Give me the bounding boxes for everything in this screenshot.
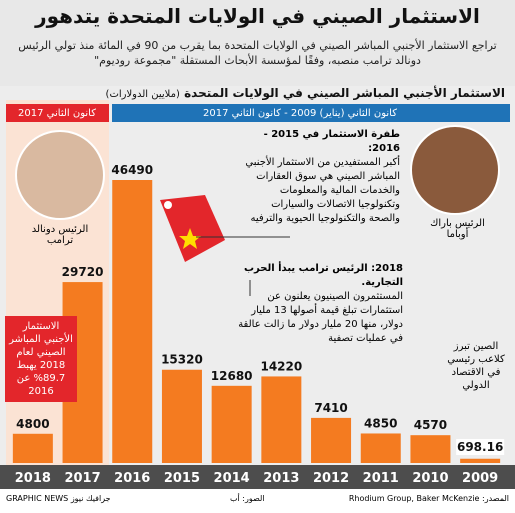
value-label: 15320	[161, 353, 203, 367]
tag-hole	[164, 201, 172, 209]
trump-label: الرئيس دونالد ترامب	[31, 224, 89, 246]
china-note: الصين تبرز كلاعب رئيسي في الاقتصاد الدول…	[447, 341, 505, 391]
period-label: كانون الثاني (يناير) 2009 - كانون الثاني…	[203, 108, 397, 119]
title: الاستثمار الصيني في الولايات المتحدة يتد…	[35, 4, 480, 28]
value-label: 4570	[414, 418, 447, 432]
unit-label: (ملايين الدولارات)	[105, 89, 180, 100]
bar	[211, 385, 252, 463]
year-row	[0, 465, 515, 489]
value-label: 14220	[260, 359, 302, 373]
annotation-title: طفرة الاستثمار في 2015 - 2016:	[263, 129, 400, 154]
bar	[161, 369, 202, 463]
source: المصدر: Rhodium Group, Baker McKenzie	[348, 494, 509, 503]
value-label: 4850	[364, 416, 397, 430]
credit: GRAPHIC NEWS جرافيك نيوز	[6, 494, 111, 503]
period-label: كانون الثاني 2017	[18, 108, 96, 119]
obama-photo	[410, 125, 500, 215]
value-label: 29720	[62, 265, 104, 279]
bar	[460, 458, 501, 463]
annotation-text: المستثمرون الصينيون يعلنون عن استثمارات …	[238, 291, 403, 344]
subtitle: تراجع الاستثمار الأجنبي المباشر الصيني ف…	[18, 39, 497, 67]
x-tick-label: 2017	[64, 471, 100, 486]
bar	[261, 376, 302, 463]
value-label: 46490	[111, 163, 153, 177]
value-label: 698.16	[457, 440, 503, 454]
value-label-box	[456, 439, 505, 455]
annotation-title: 2018: الرئيس ترامب يبدأ الحرب التجارية.	[243, 263, 403, 288]
drop-note: الاستثمار الأجنبي المباشر الصيني لعام 20…	[5, 316, 77, 402]
bar	[112, 180, 153, 463]
x-tick-label: 2010	[412, 471, 448, 486]
annotation: طفرة الاستثمار في 2015 - 2016: أكبر المست…	[240, 128, 400, 226]
x-tick-label: 2011	[363, 471, 399, 486]
footer	[0, 489, 515, 513]
value-label: 4800	[16, 417, 49, 431]
bar	[311, 417, 352, 463]
tag	[160, 195, 225, 262]
x-tick-label: 2015	[164, 471, 200, 486]
bar	[410, 435, 451, 463]
annotation: 2018: الرئيس ترامب يبدأ الحرب التجارية. ا…	[238, 262, 403, 346]
x-tick-label: 2009	[462, 471, 498, 486]
trump-period-band	[6, 104, 109, 122]
bar	[12, 433, 53, 463]
trump-photo	[15, 130, 105, 220]
x-tick-label: 2014	[214, 471, 250, 486]
x-tick-label: 2012	[313, 471, 349, 486]
chart-title: الاستثمار الأجنبي المباشر الصيني في الول…	[106, 86, 505, 100]
annotation-text: أكبر المستفيدين من الاستثمار الأجنبي الم…	[245, 157, 400, 224]
obama-label: الرئيس باراك أوباما	[430, 218, 485, 240]
x-tick-label: 2018	[15, 471, 51, 486]
china-tag-icon	[160, 195, 225, 262]
x-tick-label: 2016	[114, 471, 150, 486]
photo-credit: الصور: أب	[230, 494, 265, 503]
chart-title-text: الاستثمار الأجنبي المباشر الصيني في الول…	[184, 86, 505, 100]
bar	[360, 433, 401, 463]
obama-period-band	[112, 104, 510, 122]
star	[179, 228, 201, 249]
value-label: 12680	[211, 369, 253, 383]
x-tick-label: 2013	[263, 471, 299, 486]
value-label: 7410	[314, 401, 347, 415]
